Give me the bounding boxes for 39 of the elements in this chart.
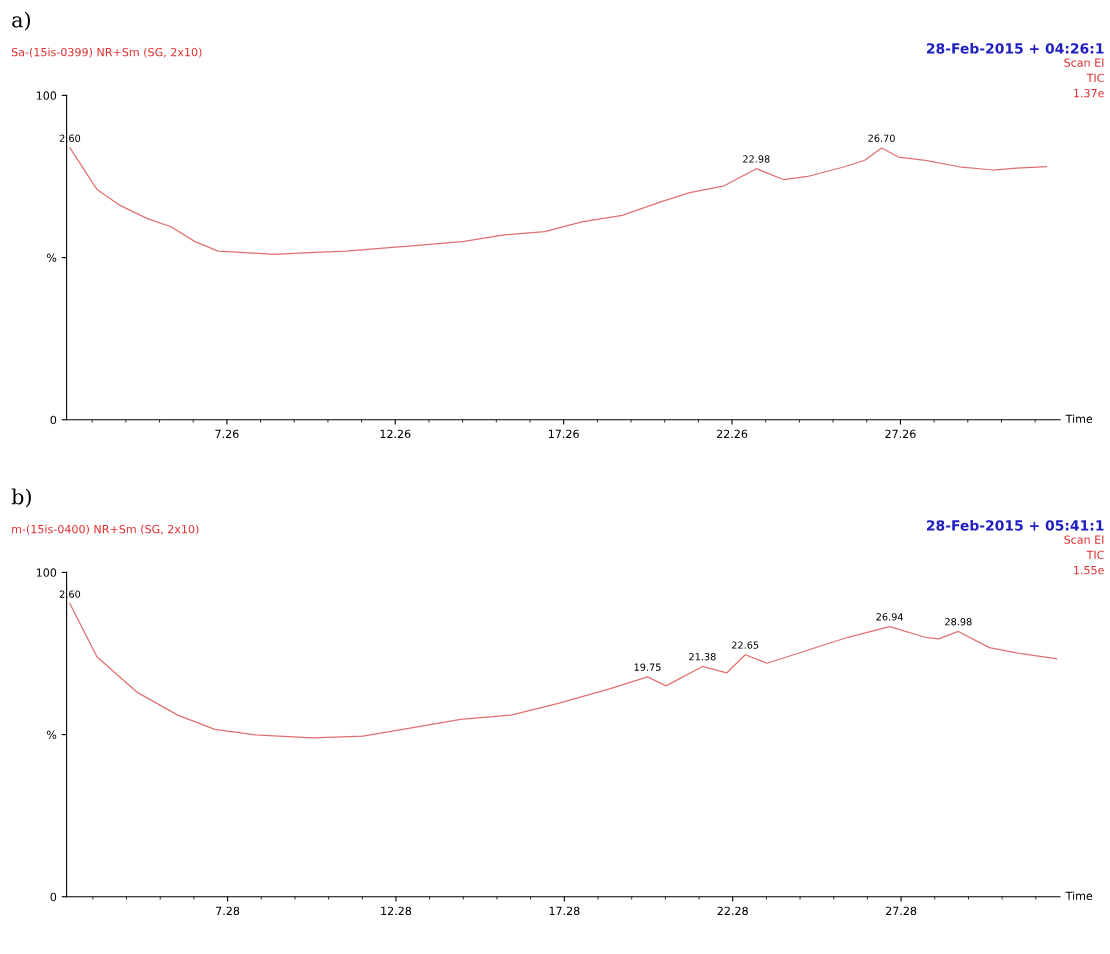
x-tick-label: 12.26 <box>380 429 411 439</box>
annotation: 19.75 <box>634 663 661 671</box>
text: Scan EI <box>1064 58 1104 67</box>
x-tick-label: 22.26 <box>716 429 748 439</box>
annotation: 22.65 <box>731 641 759 649</box>
y-tick-label: 100 <box>36 568 57 577</box>
x-tick-label: 27.26 <box>885 429 916 439</box>
x-axis-title: Time <box>1065 414 1093 423</box>
annotation: 22.98 <box>743 155 770 163</box>
y-tick-label: % <box>46 730 57 739</box>
y-tick-label: 0 <box>50 415 57 425</box>
text: 1.55e <box>1074 566 1104 575</box>
annotation: 26.70 <box>868 134 895 142</box>
y-tick-label: 100 <box>36 91 57 100</box>
line-series <box>69 147 1048 255</box>
x-tick-label: 7.26 <box>215 429 239 439</box>
text: 1.37e <box>1074 88 1104 98</box>
x-tick-label: 12.28 <box>381 906 412 916</box>
text: TIC <box>1086 550 1104 560</box>
x-tick-label: 17.26 <box>548 429 579 439</box>
y-tick-label: % <box>46 253 57 262</box>
chart-subtitle: Sa-(15is-0399) NR+Sm (SG, 2x10) <box>11 47 202 58</box>
x-tick-label: 22.28 <box>717 906 748 916</box>
x-axis-title: Time <box>1065 891 1093 900</box>
annotation: 26.94 <box>876 613 904 621</box>
text: 28-Feb-2015 + 04:26:1 <box>927 42 1104 54</box>
line-series <box>69 603 1058 739</box>
text: TIC <box>1086 73 1104 83</box>
chart-title: a) <box>12 11 30 31</box>
text: 28-Feb-2015 + 05:41:1 <box>927 519 1104 531</box>
annotation: 21.38 <box>689 653 716 661</box>
x-tick-label: 17.28 <box>549 906 580 916</box>
chart-title: b) <box>11 488 31 508</box>
y-tick-label: 0 <box>50 892 57 902</box>
x-tick-label: 7.28 <box>216 906 240 916</box>
x-tick-label: 27.28 <box>886 906 917 916</box>
annotation: 28.98 <box>945 618 972 626</box>
chart-subtitle: m-(15is-0400) NR+Sm (SG, 2x10) <box>12 524 199 535</box>
text: Scan EI <box>1064 535 1104 544</box>
